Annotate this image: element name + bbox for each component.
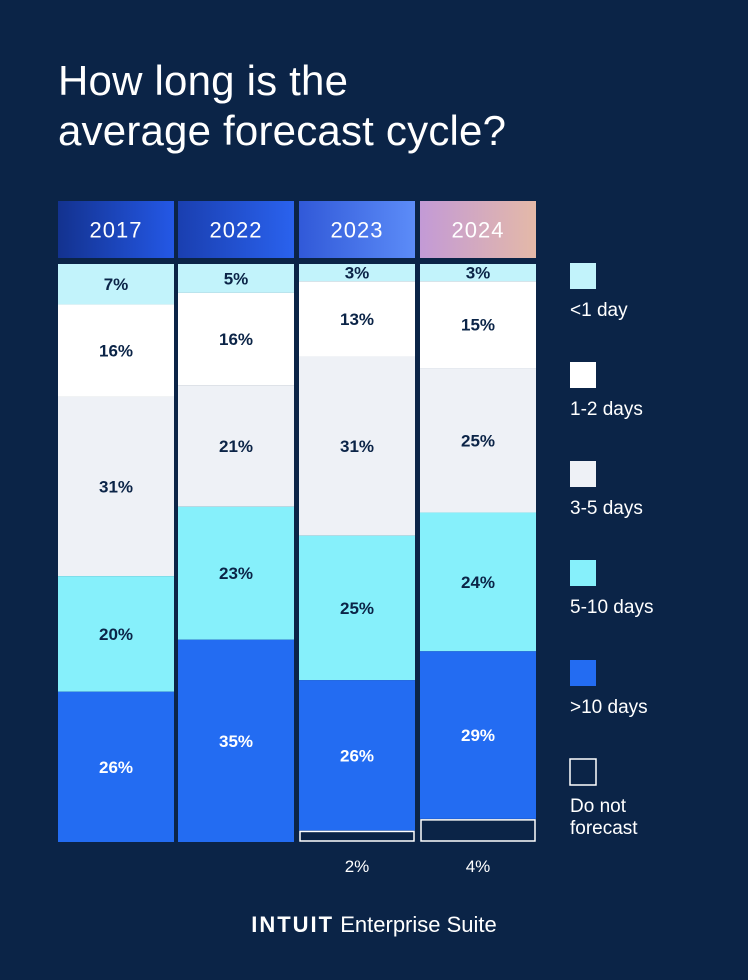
data-label-2017-1-day: 7% <box>104 275 129 294</box>
bar-segment-2022-1-2-days <box>178 292 294 386</box>
year-label-2024: 2024 <box>452 218 505 243</box>
bars: 7% 16% 31% 20% 26% 5% 16% 21% 23% 35% 3% 13% 31% 25% 2… <box>58 264 536 842</box>
data-label-2024-3-5-days: 25% <box>461 431 495 450</box>
year-label-2023: 2023 <box>331 218 384 243</box>
data-label-2023-1-2-days: 13% <box>340 310 374 329</box>
year-header-2024 <box>420 201 536 258</box>
data-label-2017-3-5-days: 31% <box>99 478 133 497</box>
bar-segment-2023-1-2-days <box>299 281 415 357</box>
legend: <1 day 1-2 days 3-5 days 5-10 days >10 days D… <box>569 263 653 839</box>
legend-swatch-1-day <box>570 263 596 289</box>
bar-segment-2023-1-day <box>299 264 415 282</box>
data-label-2023-10-days: 26% <box>340 746 374 765</box>
bar-segment-2024-5-10-days <box>420 512 536 652</box>
legend-swatch-1-2-days <box>570 362 596 388</box>
data-label-2022-1-2-days: 16% <box>219 330 253 349</box>
year-label-2022: 2022 <box>210 218 263 243</box>
data-label-2022-10-days: 35% <box>219 732 253 751</box>
legend-label-10-days: >10 days <box>570 697 648 718</box>
bar-segment-2024-1-day <box>420 264 536 282</box>
legend-label-1-day: <1 day <box>570 300 628 321</box>
bar-segment-2023-10-days <box>299 680 415 831</box>
bar-segment-2017-3-5-days <box>58 396 174 577</box>
bar-segment-2022-5-10-days <box>178 506 294 640</box>
bar-segment-2017-1-day <box>58 264 174 305</box>
legend-label-1-2-days: 1-2 days <box>570 399 643 420</box>
legend-swatch-do-not-forecast <box>569 758 597 786</box>
data-label-2024-1-day: 3% <box>466 264 491 283</box>
data-label-2017-1-2-days: 16% <box>99 342 133 361</box>
below-bar-labels: 2% 4% <box>345 857 491 876</box>
bar-segment-2017-1-2-days <box>58 304 174 397</box>
title-line-2: average forecast cycle? <box>58 107 507 154</box>
bar-segment-2024-1-2-days <box>420 281 536 369</box>
data-label-2024-1-2-days: 15% <box>461 316 495 335</box>
data-label-2023-do-not-forecast: 2% <box>345 857 370 876</box>
data-label-2024-do-not-forecast: 4% <box>466 857 491 876</box>
bar-segment-2023-do-not-forecast <box>299 830 415 842</box>
year-header-2023 <box>299 201 415 258</box>
year-header-2017 <box>58 201 174 258</box>
legend-swatch-3-5-days <box>570 461 596 487</box>
legend-swatch-5-10-days <box>570 560 596 586</box>
data-label-2023-5-10-days: 25% <box>340 599 374 618</box>
year-headers: 2017 2022 2023 2024 <box>58 201 536 258</box>
title-line-1: How long is the <box>58 57 349 104</box>
data-label-2023-1-day: 3% <box>345 264 370 283</box>
brand-name: INTUIT <box>251 912 335 937</box>
brand-logo: INTUIT Enterprise Suite <box>0 912 748 938</box>
data-label-2023-3-5-days: 31% <box>340 437 374 456</box>
data-label-2022-5-10-days: 23% <box>219 564 253 583</box>
bar-segment-2023-5-10-days <box>299 535 415 681</box>
data-label-2024-10-days: 29% <box>461 726 495 745</box>
data-label-2017-10-days: 26% <box>99 758 133 777</box>
data-label-2017-5-10-days: 20% <box>99 625 133 644</box>
data-label-2024-5-10-days: 24% <box>461 573 495 592</box>
data-label-2022-3-5-days: 21% <box>219 437 253 456</box>
bar-segment-2024-do-not-forecast <box>420 819 536 842</box>
bar-segment-2022-10-days <box>178 639 294 842</box>
legend-swatch-10-days <box>570 660 596 686</box>
legend-label-3-5-days: 3-5 days <box>570 498 643 519</box>
chart-title: How long is the average forecast cycle? <box>58 56 658 156</box>
bar-segment-2024-3-5-days <box>420 368 536 513</box>
data-label-2022-1-day: 5% <box>224 269 249 288</box>
bar-segment-2024-10-days <box>420 651 536 819</box>
brand-suffix: Enterprise Suite <box>340 912 497 937</box>
bar-segment-2017-10-days <box>58 691 174 842</box>
year-label-2017: 2017 <box>90 218 143 243</box>
bar-segment-2022-1-day <box>178 264 294 293</box>
legend-label-do-not-forecast-1: Do not <box>570 796 627 817</box>
legend-label-do-not-forecast-2: forecast <box>570 818 638 839</box>
bar-segment-2022-3-5-days <box>178 385 294 507</box>
bar-segment-2017-5-10-days <box>58 576 174 692</box>
stacked-bar-chart: 2017 2022 2023 2024 7% 16% 31% 20% 26% 5% 16% 21% 2… <box>58 201 653 876</box>
legend-label-5-10-days: 5-10 days <box>570 597 653 618</box>
bar-segment-2023-3-5-days <box>299 356 415 536</box>
year-header-2022 <box>178 201 294 258</box>
